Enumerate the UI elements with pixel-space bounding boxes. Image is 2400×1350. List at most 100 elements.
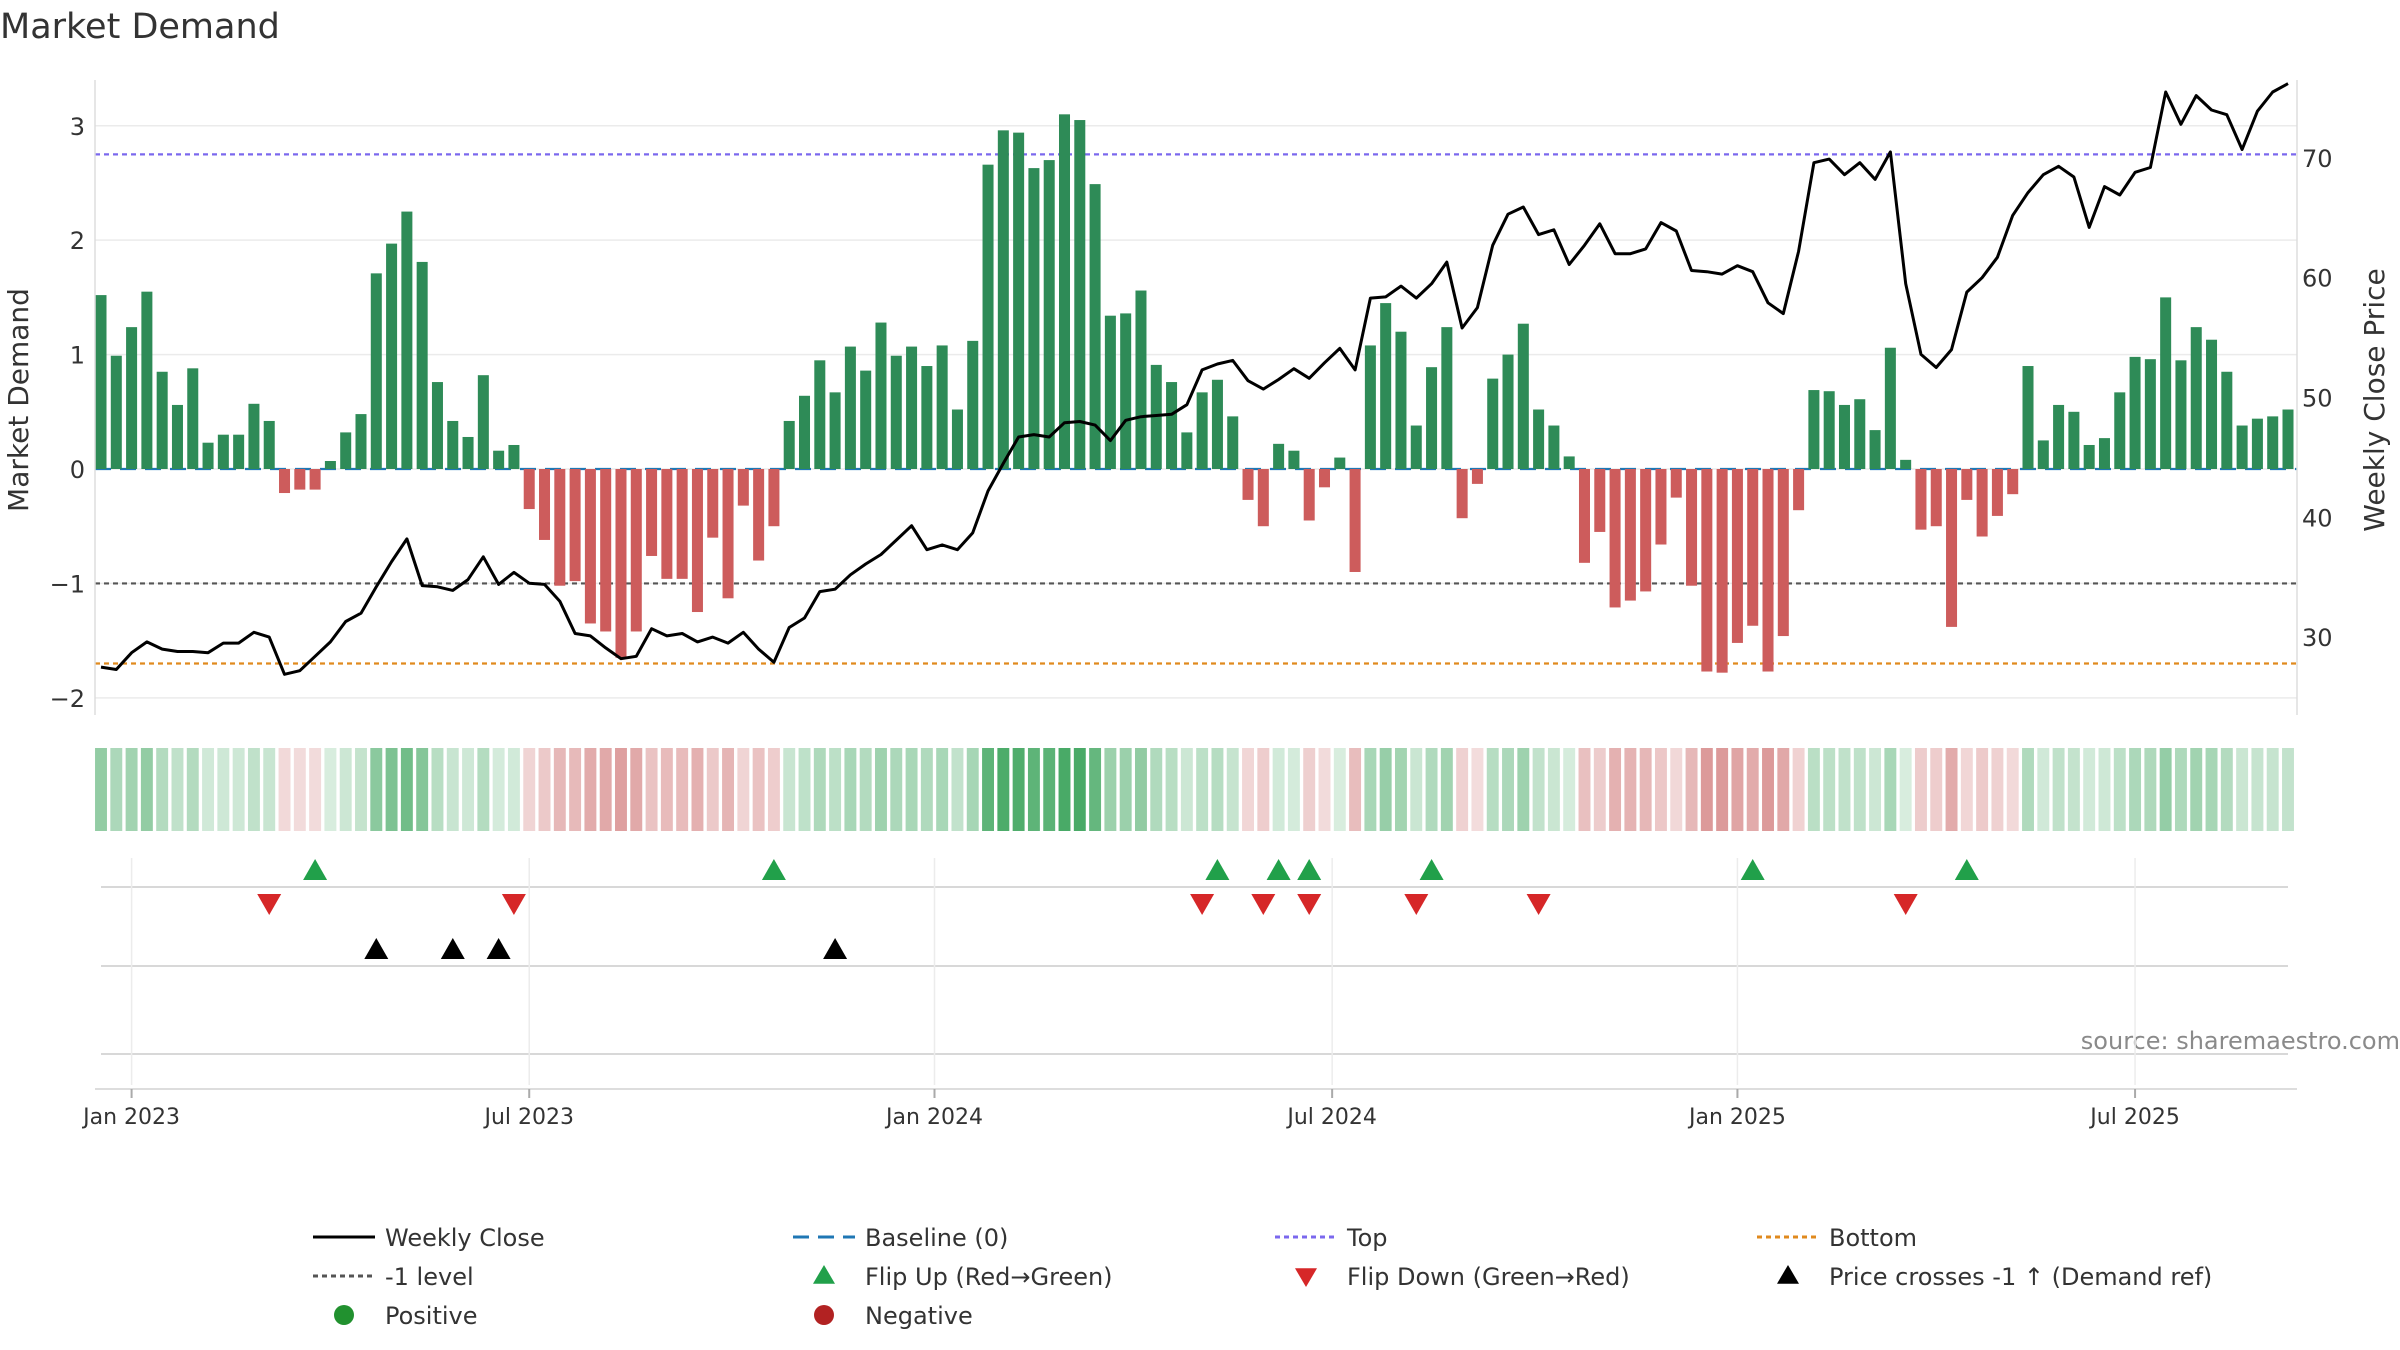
strip-cell xyxy=(1746,748,1759,831)
demand-bar xyxy=(324,461,336,470)
legend-item: Positive xyxy=(334,1302,478,1330)
strip-cell xyxy=(1395,748,1407,831)
right-axis-label: Weekly Close Price xyxy=(2358,268,2391,531)
legend-item: Baseline (0) xyxy=(793,1224,1008,1252)
strip-cell xyxy=(1073,748,1086,831)
demand-bar xyxy=(768,469,780,527)
demand-bar xyxy=(967,340,979,470)
strip-cell xyxy=(1196,748,1209,831)
reference-lines xyxy=(95,153,2297,665)
flip-down-marker xyxy=(501,894,526,915)
legend-item: Top xyxy=(1275,1224,1388,1252)
demand-bar xyxy=(1288,450,1300,470)
strip-cell xyxy=(431,748,444,831)
demand-bar xyxy=(279,469,291,494)
price-cross-marker xyxy=(486,938,511,959)
strip-cell xyxy=(2282,748,2294,831)
strip-cell xyxy=(1012,748,1025,831)
flip-up-marker xyxy=(303,859,328,880)
strip-cell xyxy=(2083,748,2096,831)
demand-bar xyxy=(2144,359,2156,470)
legend-label: Price crosses -1 ↑ (Demand ref) xyxy=(1829,1263,2212,1291)
strip-cell xyxy=(1547,748,1560,831)
demand-bar xyxy=(1915,469,1927,530)
strip-cell xyxy=(553,748,566,831)
x-tick-label: Jan 2025 xyxy=(1687,1105,1786,1130)
strip-cell xyxy=(691,748,704,831)
demand-bar xyxy=(646,469,658,556)
demand-bar xyxy=(493,450,505,470)
demand-bar xyxy=(783,420,795,470)
strip-cell xyxy=(1150,748,1163,831)
flip-up-marker xyxy=(1740,859,1765,880)
y-left-tick-label: −1 xyxy=(50,570,85,598)
strip-cell xyxy=(1257,748,1270,831)
demand-bar xyxy=(1426,367,1438,470)
flip-down-marker xyxy=(1404,894,1429,915)
strip-cell xyxy=(339,748,352,831)
demand-bar xyxy=(707,469,719,538)
strip-cell xyxy=(584,748,597,831)
strip-cell xyxy=(1838,748,1851,831)
demand-bar xyxy=(936,345,948,470)
demand-bar xyxy=(1318,469,1331,488)
strip-cell xyxy=(920,748,933,831)
demand-bar xyxy=(1823,391,1835,470)
strip-cell xyxy=(1991,748,2004,831)
demand-bar xyxy=(875,322,887,470)
strip-cell xyxy=(385,748,398,831)
strip-cell xyxy=(615,748,627,831)
strip-cell xyxy=(1089,748,1102,831)
flip-up-marker xyxy=(761,859,786,880)
strip-cell xyxy=(783,748,796,831)
strip-cell xyxy=(140,748,153,831)
strip-cell xyxy=(1410,748,1423,831)
demand-bar xyxy=(1838,404,1850,470)
demand-bar xyxy=(630,469,642,632)
demand-bar xyxy=(1364,345,1376,470)
demand-bar xyxy=(309,469,321,490)
legend-label: Negative xyxy=(865,1302,973,1330)
demand-bar xyxy=(2251,418,2263,470)
strip-cell xyxy=(2006,748,2019,831)
strip-cell xyxy=(1899,748,1912,831)
demand-bar xyxy=(294,469,306,490)
strip-cell xyxy=(370,748,383,831)
demand-bar xyxy=(2206,339,2218,470)
legend-label: Flip Up (Red→Green) xyxy=(865,1263,1113,1291)
strip-cell xyxy=(1165,748,1178,831)
strip-cell xyxy=(1272,748,1285,831)
strip-cell xyxy=(2113,748,2126,831)
demand-bar xyxy=(1900,459,1912,470)
strip-cell xyxy=(446,748,459,831)
demand-bar xyxy=(1334,457,1346,470)
demand-bar xyxy=(1211,379,1223,470)
demand-bar xyxy=(1762,469,1774,672)
strip-cell xyxy=(171,748,184,831)
x-tick-label: Jul 2024 xyxy=(1285,1105,1377,1130)
demand-bar xyxy=(1074,120,1086,470)
strip-cell xyxy=(1914,748,1927,831)
legend-item: Flip Up (Red→Green) xyxy=(813,1263,1113,1291)
demand-bar xyxy=(2053,404,2065,470)
strip-cell xyxy=(1807,748,1820,831)
demand-bar xyxy=(753,469,765,561)
strip-cell xyxy=(752,748,765,831)
x-tick-label: Jul 2025 xyxy=(2088,1105,2180,1130)
demand-bar xyxy=(1013,132,1025,470)
x-tick-label: Jul 2023 xyxy=(482,1105,574,1130)
demand-bar xyxy=(951,409,963,470)
legend-triangle-down-icon xyxy=(1295,1268,1317,1287)
flip-down-marker xyxy=(1297,894,1322,915)
strip-cell xyxy=(1349,748,1362,831)
strip-cell xyxy=(2174,748,2187,831)
demand-bar xyxy=(676,469,688,579)
demand-bar xyxy=(1594,469,1606,532)
legend-label: Positive xyxy=(385,1302,478,1330)
strip-cell xyxy=(492,748,505,831)
legend-triangle-up-icon xyxy=(1777,1265,1799,1284)
strip-cell xyxy=(706,748,719,831)
strip-cell xyxy=(1930,748,1943,831)
demand-bar xyxy=(156,371,168,470)
strip-cell xyxy=(2098,748,2111,831)
